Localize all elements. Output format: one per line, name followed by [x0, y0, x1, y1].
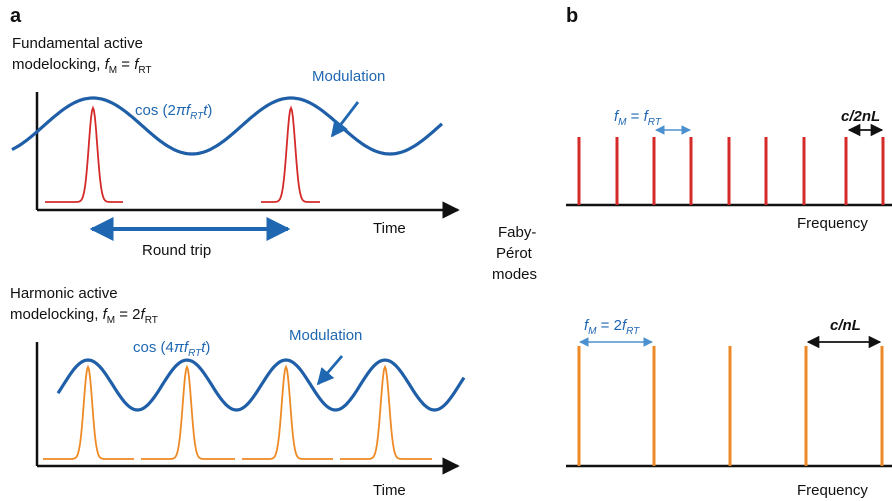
bottom-time-label: Time	[373, 482, 406, 499]
top-spacing-label: fM = fRT	[614, 108, 662, 128]
top-modulation-curve	[11, 96, 444, 156]
bottom-modulation-label: Modulation	[289, 327, 362, 344]
top-time-label: Time	[373, 220, 406, 237]
panel-b-letter: b	[566, 5, 578, 27]
top-pulse-train	[45, 105, 320, 203]
top-title-line1: Fundamental active	[12, 35, 143, 52]
bottom-mode-lines	[577, 346, 884, 466]
bottom-cos-label: cos (4πfRTt)	[133, 339, 210, 359]
bottom-frequency-label: Frequency	[797, 482, 868, 499]
fabry-perot-line3: modes	[492, 266, 537, 283]
top-title-line2: modelocking, fM = fRT	[12, 56, 152, 76]
fabry-perot-line1: Faby-	[498, 224, 536, 241]
top-frequency-label: Frequency	[797, 215, 868, 232]
fabry-perot-line2: Pérot	[496, 245, 533, 262]
bottom-pulse-train	[43, 364, 432, 460]
bottom-title-line1: Harmonic active	[10, 285, 118, 302]
bottom-spacing-label: fM = 2fRT	[584, 317, 640, 337]
bottom-mode-spacing-label: c/nL	[830, 317, 861, 334]
top-mode-spacing-label: c/2nL	[841, 108, 880, 125]
top-modulation-arrow	[330, 101, 360, 138]
round-trip-label: Round trip	[142, 242, 211, 259]
top-mode-lines	[577, 137, 885, 205]
panel-a-letter: a	[10, 5, 22, 27]
bottom-modulation-curve	[56, 358, 466, 412]
top-modulation-label: Modulation	[312, 68, 385, 85]
top-cos-label: cos (2πfRTt)	[135, 102, 212, 122]
bottom-title-line2: modelocking, fM = 2fRT	[10, 306, 158, 326]
bottom-modulation-arrow	[316, 355, 344, 386]
